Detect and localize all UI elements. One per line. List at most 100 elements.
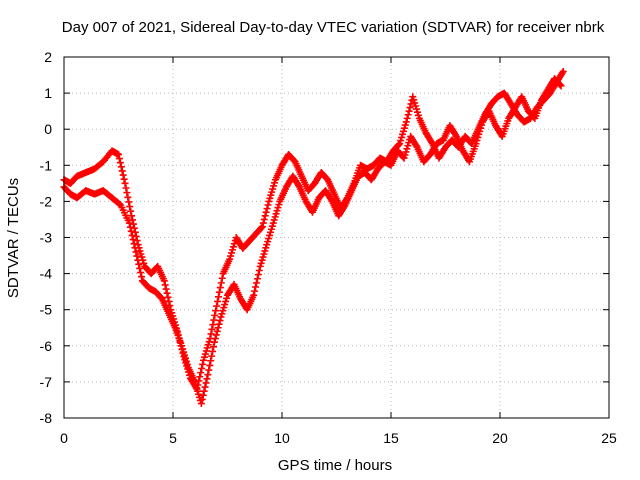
data-point [258,223,266,231]
y-tick-label: 0 [44,121,52,137]
data-point [217,279,225,287]
y-tick-label: -1 [40,157,53,173]
data-point [138,273,146,281]
data-point [211,335,219,343]
data-point [214,293,222,301]
data-point [135,260,143,268]
data-point [559,67,567,75]
data-point [204,371,212,379]
data-point [259,219,267,227]
x-axis-ticks: 0 5 10 15 20 25 [60,57,617,446]
data-point [214,297,222,305]
data-point [197,400,205,408]
x-tick-label: 0 [60,430,68,446]
data-point [395,141,403,149]
data-point [115,150,122,158]
data-point [213,327,221,335]
data-point [254,271,262,279]
data-point [208,325,216,333]
data-point [260,215,268,223]
data-point [132,248,140,256]
data-point [134,256,142,264]
x-tick-label: 5 [169,430,177,446]
data-point [117,163,125,171]
data-point [404,111,412,119]
data-point [128,231,136,239]
series-1 [60,67,567,393]
data-point [403,114,411,122]
data-point [195,377,203,385]
data-point [161,281,169,289]
data-point [251,287,259,295]
data-point [202,379,210,387]
data-point [262,208,270,216]
data-point [253,275,261,283]
series-2 [60,75,565,408]
data-point [199,360,207,368]
data-point [197,369,205,377]
data-point [263,205,271,213]
data-point [119,171,127,179]
data-point [129,236,137,244]
data-point [216,317,224,325]
data-point [214,324,222,332]
y-tick-label: -5 [40,302,53,318]
data-point [127,207,135,215]
y-tick-label: -3 [40,230,53,246]
data-point [406,104,414,112]
y-tick-label: 2 [44,49,52,65]
data-point [216,284,224,292]
x-tick-label: 15 [383,430,399,446]
data-point [118,167,126,175]
data-point [115,200,123,208]
data-point [130,240,138,248]
data-point [162,285,170,293]
data-point [402,118,410,126]
x-tick-label: 25 [601,430,617,446]
data-point [407,100,415,108]
data-point [115,155,123,163]
y-axis-ticks: -8 -7 -6 -5 -4 -3 -2 -1 0 1 2 [40,49,609,426]
data-point [203,375,211,383]
data-point [209,343,217,351]
y-tick-label: -7 [40,374,53,390]
data-point [120,175,128,183]
y-tick-label: -2 [40,193,53,209]
data-point [556,81,564,89]
data-point [261,212,269,220]
data-point [213,302,221,310]
data-point [207,330,215,338]
y-tick-label: -6 [40,338,53,354]
data-point [405,107,413,115]
data-point [209,347,217,355]
data-point [136,264,144,272]
data-point [205,366,213,374]
data-point [255,267,263,275]
data-point [198,364,206,372]
x-tick-label: 10 [274,430,290,446]
data-point [211,311,219,319]
data-point [250,291,258,299]
x-tick-label: 20 [492,430,508,446]
data-point [126,203,134,211]
y-tick-label: 1 [44,85,52,101]
chart-title: Day 007 of 2021, Sidereal Day-to-day VTE… [62,19,605,36]
data-point [210,316,218,324]
data-point [121,179,129,187]
data-point [164,293,172,301]
data-point [252,283,260,291]
data-point [199,391,207,399]
data-point [125,198,133,206]
data-point [137,269,145,277]
data-point [257,224,265,232]
data-point [218,274,226,282]
x-axis-label: GPS time / hours [278,457,392,474]
data-point [208,352,216,360]
data-point [122,184,130,192]
data-point [128,212,136,220]
data-point [210,338,218,346]
data-point [201,383,209,391]
y-axis-label: SDTVAR / TECUs [5,178,22,298]
data-point [252,279,260,287]
